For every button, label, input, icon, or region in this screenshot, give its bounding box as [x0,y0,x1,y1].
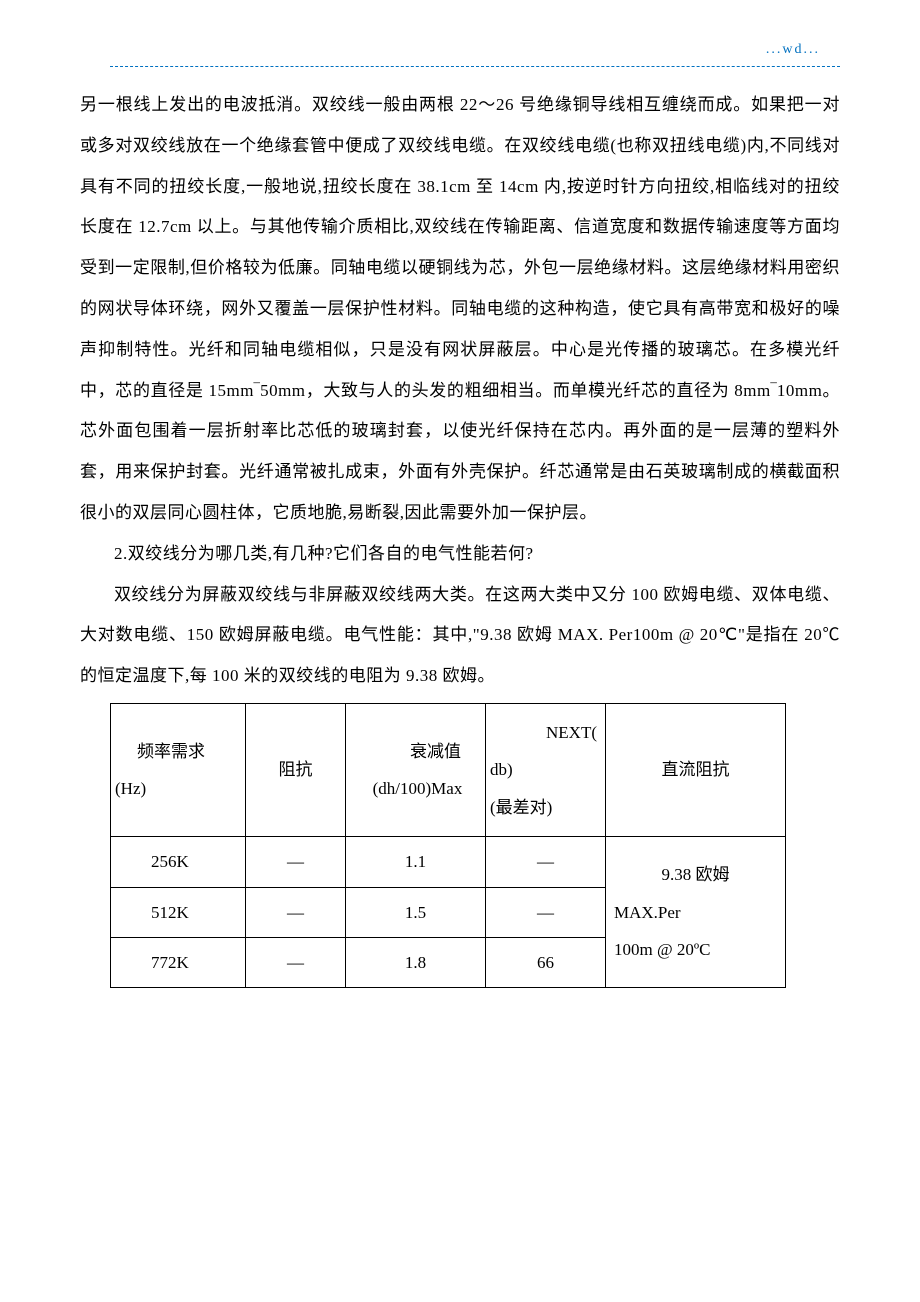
col-header-next: NEXT( db) (最差对) [486,703,606,836]
cell-next: — [486,837,606,887]
next-sub: (最差对) [490,789,605,826]
col-header-atten: 衰减值 (dh/100)Max [346,703,486,836]
page-header: ...wd... [80,40,840,58]
cell-freq: 512K [111,887,246,937]
next-label: NEXT( [490,714,605,751]
header-divider [110,66,840,67]
cell-next: 66 [486,937,606,987]
cell-next: — [486,887,606,937]
question-2: 2.双绞线分为哪几类,有几种?它们各自的电气性能若何? [80,534,840,575]
cell-imp: — [246,887,346,937]
cell-imp: — [246,837,346,887]
atten-unit: (dh/100)Max [346,770,485,807]
col-header-freq: 频率需求 (Hz) [111,703,246,836]
answer-2: 双绞线分为屏蔽双绞线与非屏蔽双绞线两大类。在这两大类中又分 100 欧姆电缆、双… [80,575,840,697]
table-header-row: 频率需求 (Hz) 阻抗 衰减值 (dh/100)Max NEXT( db) (… [111,703,786,836]
cell-atten: 1.1 [346,837,486,887]
freq-unit: (Hz) [111,770,245,807]
cell-atten: 1.5 [346,887,486,937]
paragraph-1: 另一根线上发出的电波抵消。双绞线一般由两根 22～26 号绝缘铜导线相互缠绕而成… [80,85,840,534]
cell-imp: — [246,937,346,987]
dc-line2: MAX.Per [614,894,777,931]
dc-line3: 100m @ 20ºC [614,931,777,968]
col-header-impedance: 阻抗 [246,703,346,836]
cell-dc-merged: 9.38 欧姆 MAX.Per 100m @ 20ºC [606,837,786,988]
freq-label: 频率需求 [111,733,245,770]
next-mid: db) [490,751,605,788]
cell-freq: 256K [111,837,246,887]
table-row: 256K — 1.1 — 9.38 欧姆 MAX.Per 100m @ 20ºC [111,837,786,887]
col-header-dc: 直流阻抗 [606,703,786,836]
atten-label: 衰减值 [346,733,485,770]
spec-table: 频率需求 (Hz) 阻抗 衰减值 (dh/100)Max NEXT( db) (… [110,703,786,988]
cell-atten: 1.8 [346,937,486,987]
header-marker: ...wd... [766,42,820,57]
cell-freq: 772K [111,937,246,987]
dc-line1: 9.38 欧姆 [614,856,777,893]
